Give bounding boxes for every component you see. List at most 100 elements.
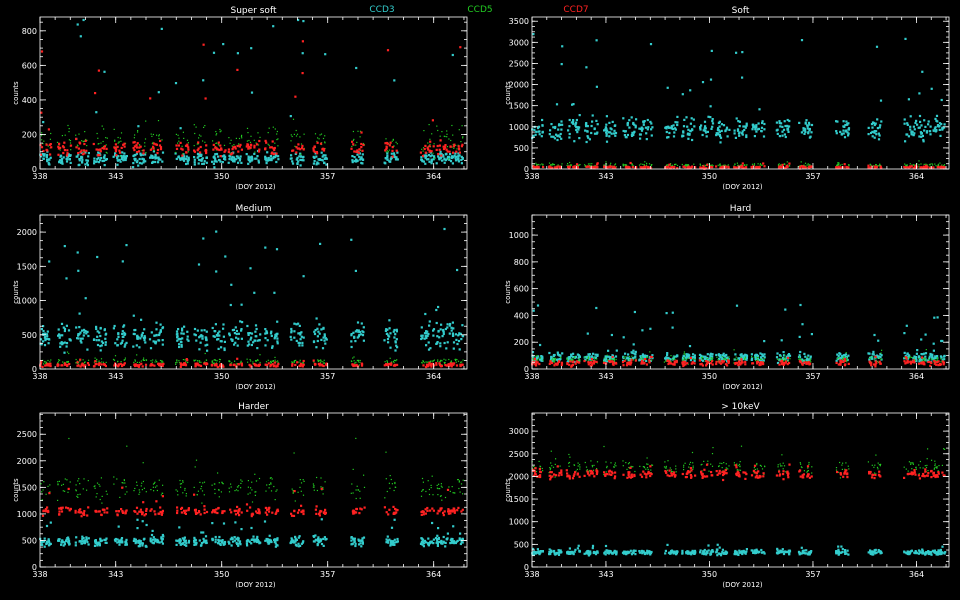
data-point bbox=[441, 154, 444, 157]
data-point bbox=[426, 330, 429, 333]
data-point bbox=[186, 139, 189, 141]
data-point bbox=[175, 147, 179, 150]
data-point bbox=[727, 361, 730, 364]
data-point bbox=[802, 129, 805, 132]
data-point bbox=[689, 122, 692, 125]
data-point bbox=[104, 341, 107, 344]
data-point bbox=[573, 165, 576, 168]
data-point bbox=[177, 328, 180, 331]
data-point bbox=[325, 338, 328, 341]
data-point bbox=[638, 164, 641, 166]
data-point bbox=[628, 356, 631, 358]
data-point bbox=[459, 46, 462, 49]
data-point bbox=[935, 114, 939, 117]
data-point bbox=[676, 355, 679, 358]
data-point bbox=[299, 361, 301, 363]
data-point bbox=[59, 159, 62, 162]
data-point bbox=[269, 146, 272, 149]
data-point bbox=[193, 156, 196, 159]
data-point bbox=[746, 164, 748, 166]
data-point bbox=[868, 360, 871, 363]
data-point bbox=[424, 312, 427, 316]
data-point bbox=[733, 358, 735, 360]
data-point bbox=[670, 361, 672, 363]
data-point bbox=[800, 39, 804, 42]
data-point bbox=[650, 356, 653, 359]
data-point bbox=[427, 348, 431, 351]
data-point bbox=[556, 353, 560, 356]
data-point bbox=[760, 164, 763, 166]
data-point bbox=[936, 120, 939, 123]
x-axis-label: (DOY 2012) bbox=[722, 383, 763, 391]
data-point bbox=[938, 122, 942, 125]
data-point bbox=[353, 360, 355, 362]
data-point bbox=[735, 51, 738, 54]
data-point bbox=[707, 361, 710, 364]
data-point bbox=[587, 361, 590, 364]
data-point bbox=[272, 155, 275, 158]
data-point bbox=[320, 363, 323, 366]
data-point bbox=[81, 329, 84, 332]
data-point bbox=[452, 362, 455, 365]
data-point bbox=[915, 352, 918, 355]
data-point bbox=[423, 130, 425, 132]
data-point bbox=[75, 137, 78, 141]
data-point bbox=[360, 157, 363, 160]
data-point bbox=[360, 146, 363, 149]
data-point bbox=[755, 125, 758, 128]
data-point bbox=[845, 356, 848, 359]
data-point bbox=[81, 537, 84, 541]
data-point bbox=[745, 164, 747, 166]
data-point bbox=[846, 358, 848, 360]
data-point bbox=[778, 163, 780, 165]
data-point bbox=[742, 166, 745, 169]
data-point bbox=[837, 165, 840, 168]
data-point bbox=[541, 163, 543, 165]
data-point bbox=[45, 333, 49, 336]
data-point bbox=[93, 365, 96, 368]
data-point bbox=[289, 157, 292, 160]
data-point bbox=[93, 157, 96, 160]
data-point bbox=[743, 128, 746, 132]
data-point bbox=[212, 335, 215, 338]
data-point bbox=[388, 149, 391, 151]
data-point bbox=[666, 353, 669, 357]
data-point bbox=[354, 362, 356, 364]
data-point bbox=[103, 363, 106, 366]
data-point bbox=[879, 166, 882, 169]
data-point bbox=[646, 118, 649, 122]
data-point bbox=[910, 165, 913, 168]
data-point bbox=[353, 150, 356, 153]
data-point bbox=[388, 144, 391, 147]
data-point bbox=[920, 361, 923, 364]
data-point bbox=[842, 358, 844, 360]
data-point bbox=[877, 132, 880, 135]
data-point bbox=[69, 161, 72, 164]
data-point bbox=[217, 155, 220, 158]
data-point bbox=[874, 365, 877, 368]
data-point bbox=[293, 360, 295, 362]
data-point bbox=[721, 359, 724, 363]
data-point bbox=[383, 161, 386, 164]
data-point bbox=[560, 120, 563, 123]
data-point bbox=[606, 354, 608, 356]
data-point bbox=[927, 358, 930, 360]
data-point bbox=[574, 356, 576, 358]
data-point bbox=[97, 148, 100, 151]
data-point bbox=[42, 121, 45, 124]
data-point bbox=[759, 164, 761, 166]
data-point bbox=[196, 329, 199, 332]
data-point bbox=[718, 120, 721, 123]
data-point bbox=[880, 352, 882, 354]
data-point bbox=[783, 357, 785, 359]
data-point bbox=[46, 149, 49, 152]
data-point bbox=[672, 135, 676, 138]
data-point bbox=[715, 132, 718, 135]
data-point bbox=[298, 341, 301, 345]
data-point bbox=[161, 151, 165, 154]
data-point bbox=[592, 360, 595, 363]
data-point bbox=[133, 141, 136, 144]
data-point bbox=[755, 124, 758, 127]
data-point bbox=[427, 365, 430, 368]
